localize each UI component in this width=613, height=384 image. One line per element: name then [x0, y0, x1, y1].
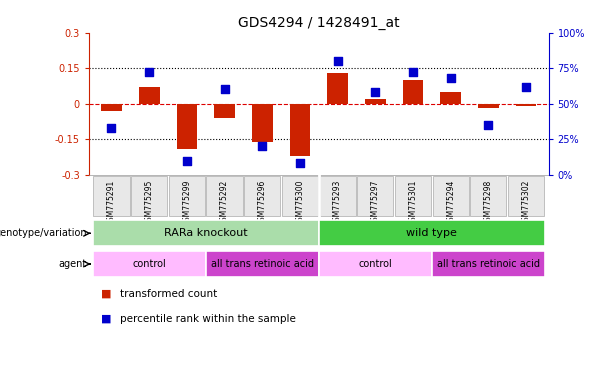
Text: wild type: wild type — [406, 228, 457, 238]
FancyBboxPatch shape — [357, 175, 394, 216]
Point — [370, 89, 380, 95]
FancyBboxPatch shape — [206, 251, 319, 277]
FancyBboxPatch shape — [93, 175, 129, 216]
Text: GSM775300: GSM775300 — [295, 180, 305, 226]
Point — [107, 125, 116, 131]
Bar — [101, 104, 122, 111]
Text: control: control — [359, 259, 392, 269]
Text: GSM775298: GSM775298 — [484, 180, 493, 226]
Point — [333, 58, 343, 64]
Text: transformed count: transformed count — [120, 289, 217, 299]
FancyBboxPatch shape — [244, 175, 280, 216]
Bar — [365, 99, 386, 104]
FancyBboxPatch shape — [319, 220, 545, 246]
Text: ■: ■ — [101, 314, 112, 324]
Text: GSM775299: GSM775299 — [182, 180, 191, 226]
Text: all trans retinoic acid: all trans retinoic acid — [211, 259, 314, 269]
Bar — [252, 104, 273, 142]
FancyBboxPatch shape — [169, 175, 205, 216]
FancyBboxPatch shape — [508, 175, 544, 216]
Text: RARa knockout: RARa knockout — [164, 228, 248, 238]
Text: ■: ■ — [101, 289, 112, 299]
FancyBboxPatch shape — [395, 175, 431, 216]
FancyBboxPatch shape — [207, 175, 243, 216]
Text: GSM775295: GSM775295 — [145, 180, 154, 226]
Point — [295, 160, 305, 166]
Text: control: control — [132, 259, 166, 269]
Bar — [289, 104, 310, 156]
Point — [257, 143, 267, 149]
FancyBboxPatch shape — [433, 175, 469, 216]
Text: GSM775292: GSM775292 — [220, 180, 229, 226]
Text: GSM775301: GSM775301 — [408, 180, 417, 226]
Point — [446, 75, 455, 81]
Text: genotype/variation: genotype/variation — [0, 228, 87, 238]
Title: GDS4294 / 1428491_at: GDS4294 / 1428491_at — [238, 16, 400, 30]
FancyBboxPatch shape — [131, 175, 167, 216]
Bar — [139, 87, 159, 104]
Text: GSM775297: GSM775297 — [371, 180, 380, 226]
Point — [219, 86, 229, 93]
FancyBboxPatch shape — [432, 251, 545, 277]
FancyBboxPatch shape — [470, 175, 506, 216]
Text: GSM775293: GSM775293 — [333, 180, 342, 226]
Text: agent: agent — [59, 259, 87, 269]
Bar — [440, 92, 461, 104]
Point — [182, 157, 192, 164]
Point — [408, 70, 418, 76]
Text: percentile rank within the sample: percentile rank within the sample — [120, 314, 295, 324]
FancyBboxPatch shape — [93, 251, 206, 277]
Text: all trans retinoic acid: all trans retinoic acid — [437, 259, 540, 269]
Text: GSM775291: GSM775291 — [107, 180, 116, 226]
Bar — [403, 80, 424, 104]
FancyBboxPatch shape — [319, 251, 432, 277]
Bar — [214, 104, 235, 118]
Text: GSM775302: GSM775302 — [522, 180, 530, 226]
Point — [484, 122, 493, 128]
Bar — [327, 73, 348, 104]
Text: GSM775296: GSM775296 — [257, 180, 267, 226]
Point — [521, 84, 531, 90]
Text: GSM775294: GSM775294 — [446, 180, 455, 226]
Bar — [177, 104, 197, 149]
FancyBboxPatch shape — [93, 220, 319, 246]
Point — [144, 70, 154, 76]
Bar — [478, 104, 499, 108]
FancyBboxPatch shape — [282, 175, 318, 216]
Bar — [516, 104, 536, 106]
FancyBboxPatch shape — [319, 175, 356, 216]
